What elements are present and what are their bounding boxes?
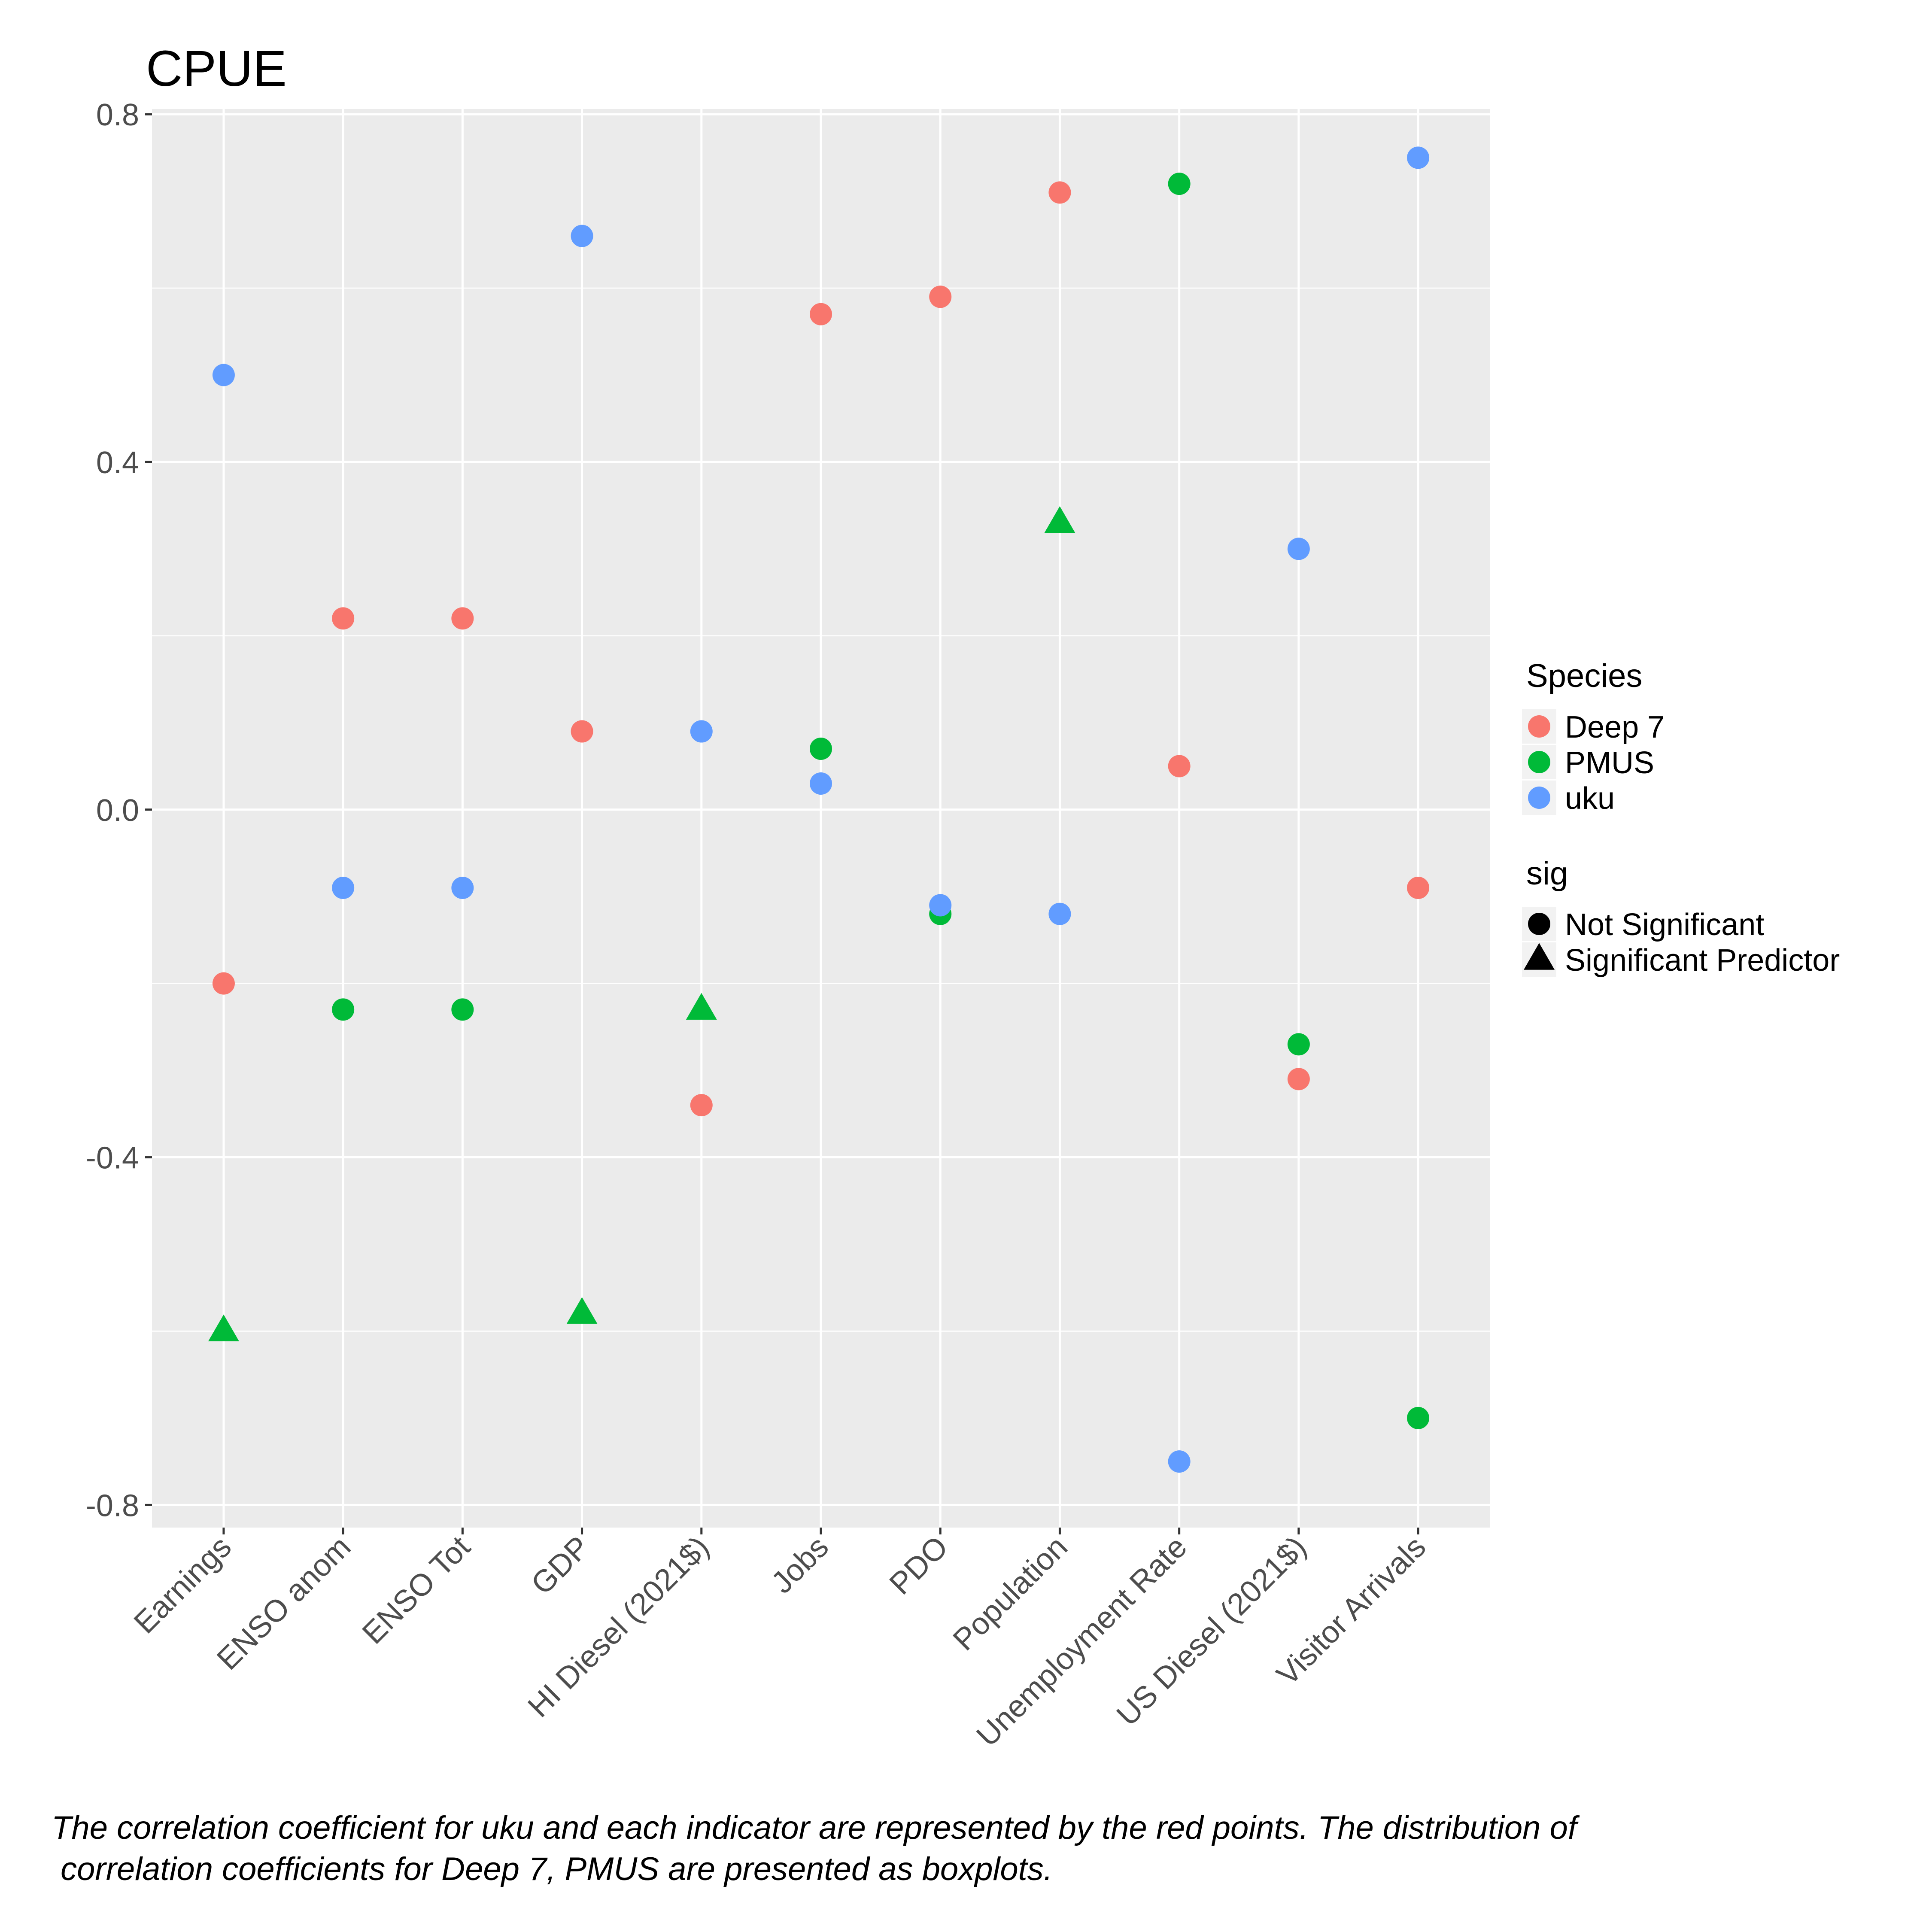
point-uku: [571, 225, 593, 247]
legend-sig-title: sig: [1526, 855, 1568, 892]
legend-key-uku: [1528, 787, 1550, 809]
point-deep-7: [571, 720, 593, 743]
point-deep-7: [212, 972, 235, 995]
point-uku: [332, 876, 355, 899]
legend-key-deep-7: [1528, 715, 1550, 738]
point-deep-7: [1168, 755, 1191, 778]
y-tick-label: -0.4: [86, 1141, 139, 1176]
x-tick-label: PDO: [883, 1530, 955, 1601]
legend-label: Deep 7: [1565, 710, 1665, 744]
point-pmus-significant: [1044, 506, 1075, 533]
y-tick-label: 0.4: [96, 446, 139, 480]
point-pmus: [332, 998, 355, 1021]
point-pmus-significant: [566, 1297, 598, 1324]
data-points: [208, 146, 1430, 1473]
legend-label: uku: [1565, 781, 1615, 816]
x-tick-label: Unemployment Rate: [970, 1530, 1194, 1753]
y-tick-label: 0.0: [96, 793, 139, 828]
point-deep-7: [810, 303, 832, 325]
legend-label: Significant Predictor: [1565, 943, 1840, 978]
point-pmus-significant: [208, 1314, 239, 1342]
x-tick-label: Jobs: [765, 1530, 835, 1600]
point-pmus: [1168, 173, 1191, 195]
point-uku: [929, 894, 952, 917]
point-uku: [810, 772, 832, 795]
x-tick-label: GDP: [525, 1530, 596, 1601]
y-axis: 0.8 0.4 0.0 -0.4 -0.8: [86, 98, 152, 1523]
point-uku: [212, 364, 235, 386]
x-tick-label: ENSO Tot: [356, 1530, 477, 1651]
caption-line-2: correlation coefficients for Deep 7, PMU…: [52, 1851, 1053, 1887]
legend-key-triangle: [1524, 943, 1555, 970]
point-pmus: [810, 738, 832, 760]
point-uku: [451, 876, 474, 899]
point-uku: [1407, 146, 1430, 169]
point-pmus-significant: [686, 993, 717, 1020]
legend-label: Not Significant: [1565, 908, 1764, 942]
figure-caption: The correlation coefficient for uku and …: [52, 1807, 1898, 1890]
legend-species-title: Species: [1526, 658, 1642, 694]
point-deep-7: [1048, 181, 1071, 204]
point-deep-7: [451, 607, 474, 630]
point-deep-7: [690, 1094, 713, 1117]
point-deep-7: [332, 607, 355, 630]
caption-line-1: The correlation coefficient for uku and …: [52, 1810, 1577, 1846]
point-pmus: [1287, 1033, 1310, 1056]
x-tick-label: Population: [947, 1530, 1074, 1657]
legend-label: PMUS: [1565, 746, 1654, 780]
point-deep-7: [929, 286, 952, 308]
point-pmus: [451, 998, 474, 1021]
point-deep-7: [1407, 876, 1430, 899]
point-uku: [690, 720, 713, 743]
point-deep-7: [1287, 1068, 1310, 1091]
legend-key-pmus: [1528, 751, 1550, 773]
x-tick-label: Earnings: [128, 1530, 238, 1640]
chart-title: CPUE: [146, 40, 287, 97]
point-pmus: [1407, 1406, 1430, 1429]
point-uku: [1287, 538, 1310, 560]
legend-key-circle: [1528, 913, 1550, 935]
grid-major: [152, 109, 1490, 1528]
y-tick-label: -0.8: [86, 1488, 139, 1523]
point-uku: [1048, 902, 1071, 925]
point-uku: [1168, 1450, 1191, 1473]
y-tick-label: 0.8: [96, 98, 139, 132]
